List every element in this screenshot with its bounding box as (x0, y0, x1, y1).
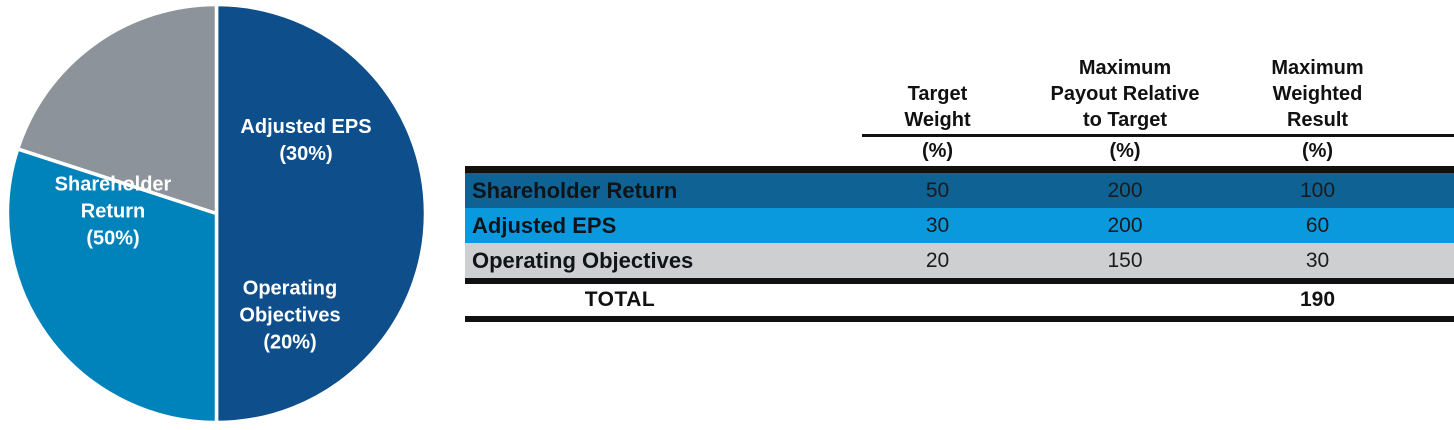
unit-tail-spacer (1415, 137, 1454, 166)
unit-spacer (465, 137, 845, 166)
total-max-weighted: 190 (1299, 288, 1336, 311)
pay-mix-table: Target Weight Maximum Payout Relative to… (465, 48, 1454, 322)
pie-slice-operating-objectives (15, 2, 219, 216)
row-label: Shareholder Return (472, 178, 678, 203)
table-total-rule (465, 278, 1454, 284)
header-max-payout: Maximum Payout Relative to Target (1050, 57, 1200, 131)
pie-label-pct: (50%) (86, 227, 140, 250)
pie-slice-shareholder-return (214, 2, 428, 425)
pie-chart: Shareholder Return (50%) Adjusted EPS (3… (0, 0, 440, 430)
pie-label-pct: (30%) (279, 143, 333, 165)
pie-label-operating-objectives: Operating Objectives (20%) (225, 276, 355, 357)
pie-label-pct: (20%) (263, 331, 317, 354)
row-tail-spacer (1415, 173, 1454, 208)
row-target-weight: 20 (925, 249, 950, 272)
row-target-weight: 50 (925, 179, 950, 202)
row-max-weighted: 100 (1299, 179, 1336, 202)
unit-max-payout: (%) (1109, 140, 1141, 162)
unit-target-weight: (%) (921, 140, 954, 162)
row-label: Operating Objectives (472, 248, 694, 273)
table-row: Shareholder Return 50 200 100 (465, 173, 1454, 208)
total-label: TOTAL (584, 288, 656, 311)
total-target-weight (845, 284, 1030, 316)
row-max-payout: 200 (1107, 214, 1143, 237)
pie-label-text: Operating Objectives (239, 277, 341, 327)
row-max-payout: 150 (1107, 249, 1143, 272)
row-tail-spacer (1415, 243, 1454, 278)
pie-label-adjusted-eps: Adjusted EPS (30%) (221, 114, 391, 168)
row-label: Adjusted EPS (472, 213, 617, 238)
pie-label-shareholder-return: Shareholder Return (50%) (38, 172, 188, 253)
pie-label-text: Adjusted EPS (240, 116, 372, 138)
unit-row: (%) (%) (%) (465, 137, 1454, 166)
table-row: Adjusted EPS 30 200 60 (465, 208, 1454, 243)
total-row: TOTAL 190 (465, 284, 1454, 316)
table-row: Operating Objectives 20 150 30 (465, 243, 1454, 278)
row-max-weighted: 30 (1305, 249, 1330, 272)
table-header-row: Target Weight Maximum Payout Relative to… (465, 48, 1454, 134)
table-top-rule (465, 166, 1454, 173)
unit-max-weighted: (%) (1301, 140, 1334, 162)
pie-label-text: Shareholder Return (54, 173, 172, 223)
row-target-weight: 30 (925, 214, 950, 237)
row-tail-spacer (1415, 208, 1454, 243)
pie-slice-adjusted-eps (5, 147, 219, 425)
header-target-weight: Target Weight (904, 83, 971, 131)
header-max-weighted: Maximum Weighted Result (1271, 57, 1364, 131)
header-underline (862, 134, 1454, 137)
pie-chart-svg (5, 2, 428, 425)
row-max-weighted: 60 (1305, 214, 1330, 237)
table-bottom-rule (465, 316, 1454, 322)
total-max-payout (1030, 284, 1220, 316)
row-max-payout: 200 (1107, 179, 1143, 202)
total-tail-spacer (1415, 284, 1454, 316)
